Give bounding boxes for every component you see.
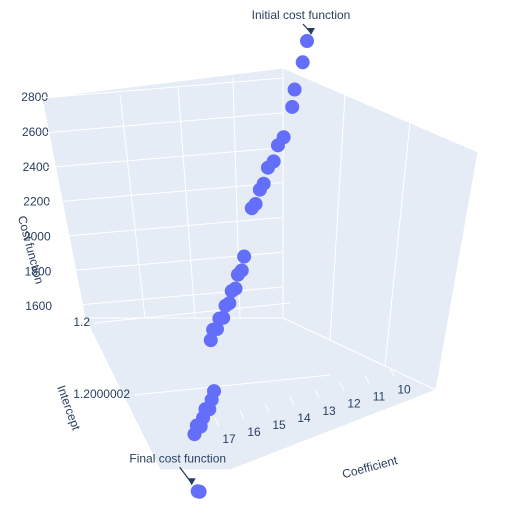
- y-tick-label: 1.2000002: [73, 387, 130, 401]
- y-tick-label: 1.2: [73, 315, 90, 329]
- point: [260, 160, 275, 175]
- grid-line: [133, 374, 331, 396]
- point: [203, 333, 218, 348]
- grid-line: [50, 216, 284, 238]
- z-tick-label: 2000: [24, 230, 51, 244]
- annotation-arrowhead: [187, 478, 196, 486]
- point: [252, 182, 267, 197]
- point: [187, 427, 202, 442]
- point: [287, 82, 302, 97]
- point: [224, 284, 239, 299]
- tick-mark: [339, 382, 345, 391]
- tick-mark: [289, 396, 295, 405]
- x-tick-label: 16: [247, 425, 261, 439]
- tick-mark: [264, 403, 270, 413]
- point: [285, 99, 300, 114]
- x-tick-label: 13: [322, 404, 336, 418]
- point: [300, 34, 314, 48]
- floor-pane: [84, 317, 438, 471]
- annotation: Final cost function: [129, 451, 226, 465]
- z-tick-label: 2200: [23, 195, 50, 209]
- z-tick-label: 2400: [23, 160, 50, 174]
- annotation-arrowhead: [307, 28, 315, 35]
- point: [295, 55, 310, 70]
- tick-mark: [239, 410, 245, 420]
- point: [230, 267, 245, 282]
- x-tick-label: 12: [347, 397, 361, 411]
- x-tick-label: 11: [373, 390, 386, 404]
- grid-line: [177, 85, 196, 319]
- point: [190, 484, 205, 499]
- grid-line: [384, 121, 411, 367]
- x-axis-title: Coefficient: [341, 453, 400, 481]
- tick-mark: [364, 375, 370, 384]
- x-tick-label: 17: [222, 432, 236, 446]
- tick-mark: [389, 368, 395, 377]
- z-tick-label: 2600: [22, 125, 49, 139]
- z-tick-label: 1800: [25, 264, 52, 278]
- grid-line: [44, 112, 284, 134]
- point: [244, 201, 259, 216]
- grid-line: [46, 147, 284, 169]
- tick-mark: [314, 389, 320, 398]
- grid-line: [41, 77, 284, 99]
- z-tick-label: 1600: [25, 299, 52, 313]
- grid-line: [54, 286, 284, 308]
- x-tick-label: 10: [397, 382, 411, 396]
- annotation: Initial cost function: [252, 8, 351, 22]
- grid-line: [93, 302, 291, 324]
- point: [237, 249, 252, 264]
- x-tick-label: 15: [272, 418, 286, 432]
- grid-line: [48, 182, 284, 203]
- tick-mark: [214, 417, 220, 427]
- point: [270, 138, 285, 153]
- z-tick-label: 2800: [21, 90, 48, 104]
- point: [218, 298, 233, 313]
- grid-line: [329, 94, 346, 341]
- grid-line: [119, 93, 146, 319]
- x-tick-label: 14: [297, 411, 311, 425]
